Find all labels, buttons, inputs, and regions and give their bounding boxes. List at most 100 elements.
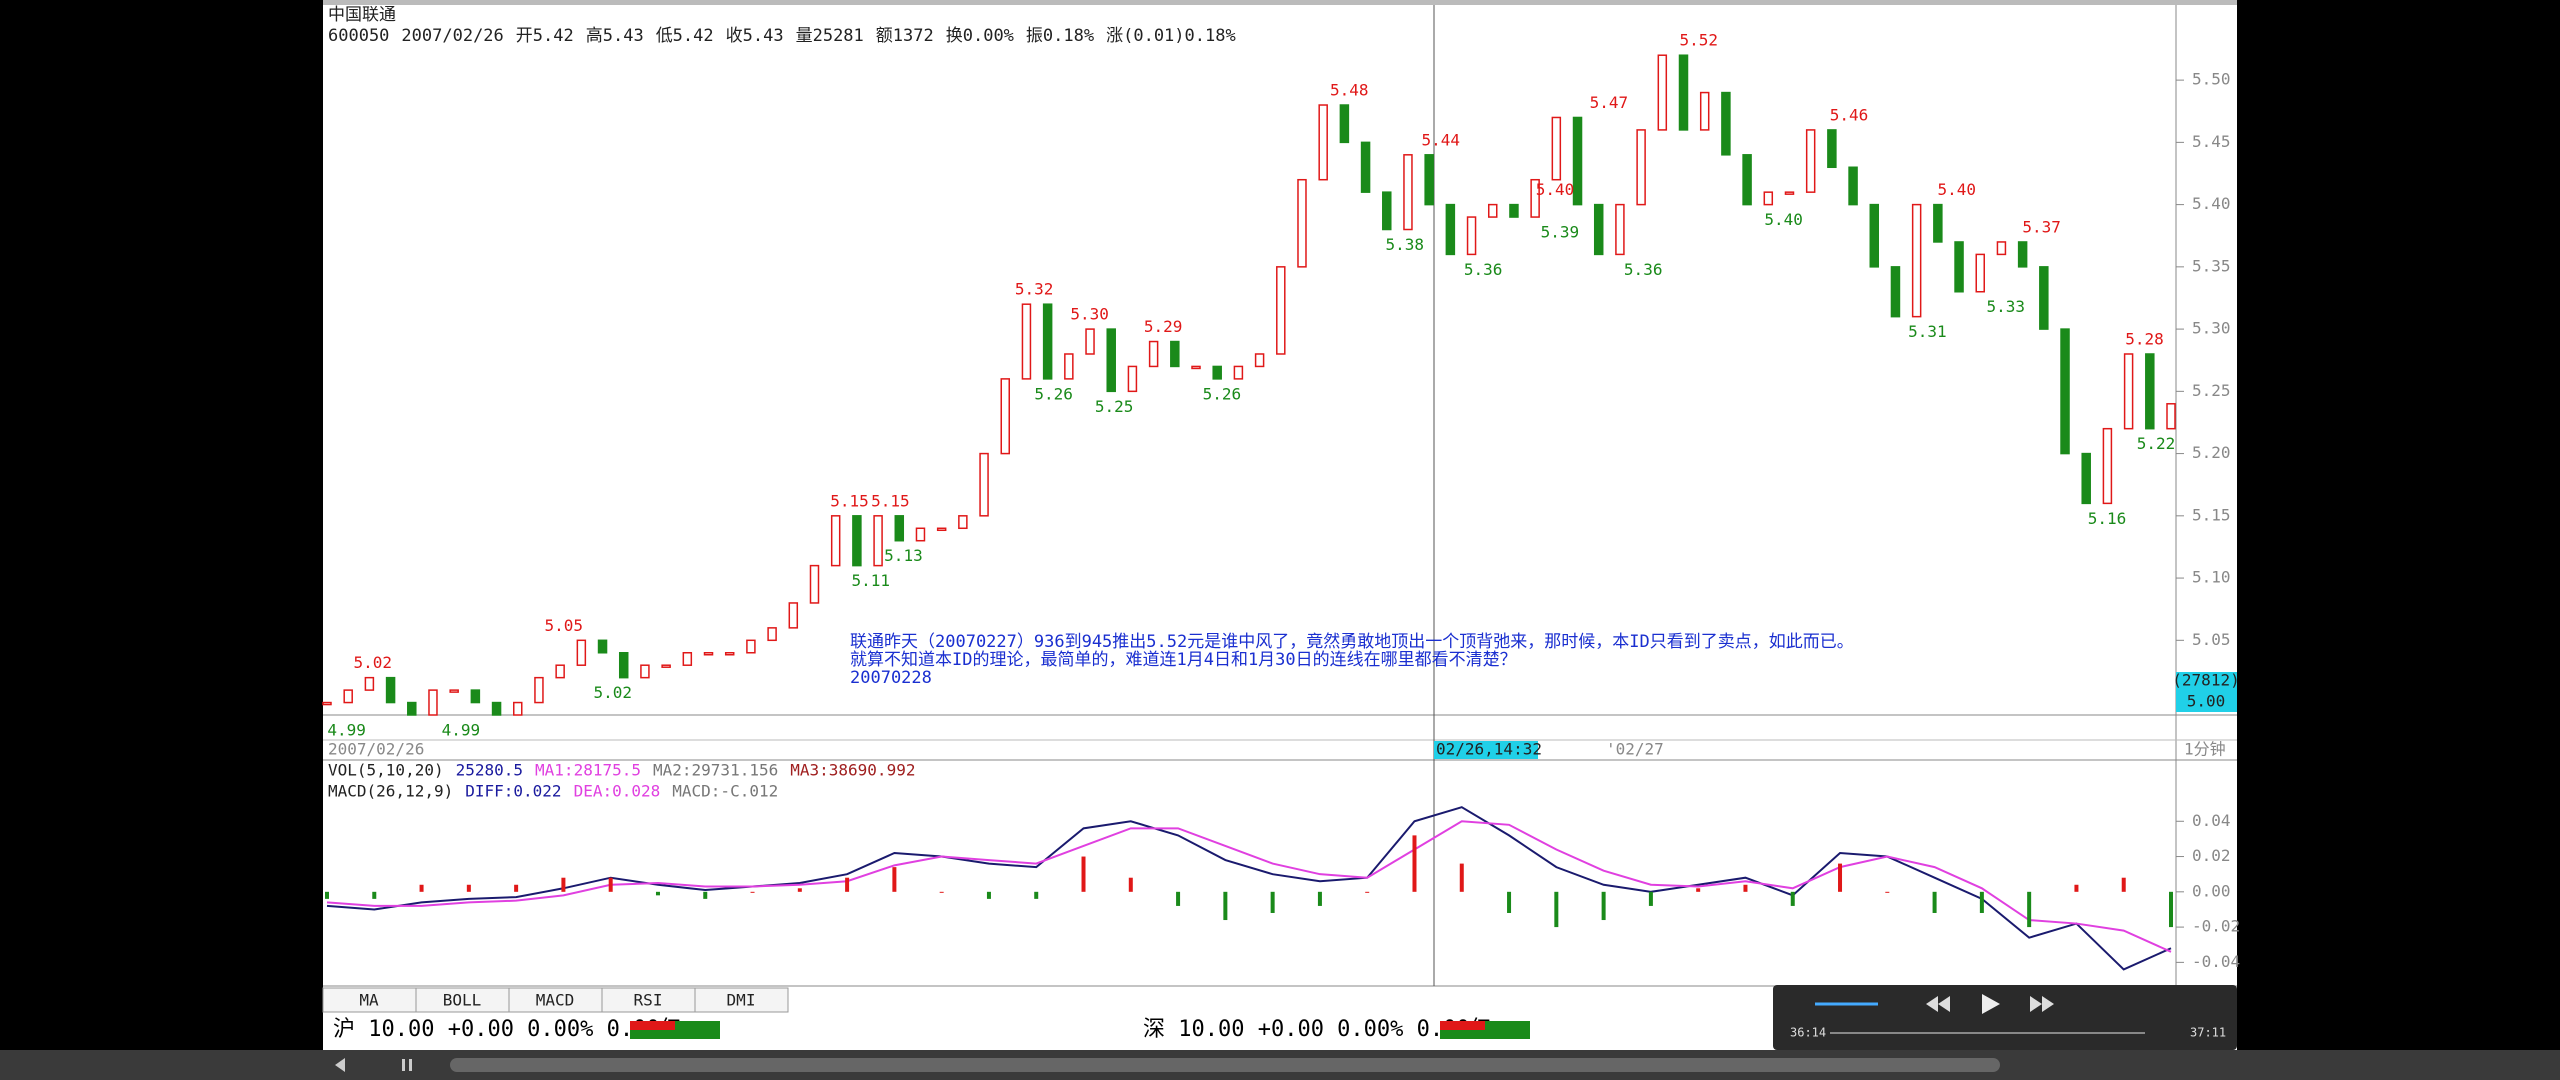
macd-bar	[1317, 891, 1322, 906]
candle	[1763, 191, 1774, 206]
time-cursor: 02/26,14:32	[1436, 740, 1542, 759]
candle	[1827, 129, 1837, 169]
candle	[1148, 340, 1159, 368]
macd-bar	[1743, 884, 1748, 892]
top-bar	[323, 0, 2237, 5]
tab[interactable]	[322, 987, 417, 1013]
candle	[1805, 129, 1816, 193]
row-item: 涨(0.01)0.18%	[1106, 26, 1236, 46]
row-item: MACD:-C.012	[672, 782, 778, 801]
vol-row: VOL(5,10,20) 25280.5 MA1:28175.5 MA2:29731.…	[328, 761, 915, 780]
high-label: 5.52	[1679, 31, 1718, 50]
candle	[1445, 203, 1456, 256]
candle	[1297, 178, 1307, 268]
tab[interactable]	[694, 987, 789, 1013]
candle	[491, 701, 502, 716]
candle	[2017, 241, 2028, 268]
candle	[2102, 427, 2113, 505]
candle	[1466, 216, 1477, 256]
high-label: 5.44	[1421, 130, 1460, 149]
play[interactable]	[1982, 994, 2000, 1014]
macd-bar	[1979, 891, 1984, 913]
stock-title: 中国联通	[328, 5, 396, 25]
y-tick-label: 0.00	[2192, 881, 2231, 900]
row-item: 额1372	[876, 26, 934, 46]
candle	[343, 689, 353, 704]
y-tick-label: 5.25	[2192, 381, 2231, 400]
macd-bar	[1601, 891, 1606, 921]
y-tick-label: -0.02	[2192, 917, 2240, 936]
candle	[1890, 266, 1901, 318]
candle	[830, 515, 841, 567]
elapsed: 36:14	[1790, 1026, 1826, 1040]
row-item: MA3:38690.992	[790, 761, 915, 780]
high-label: 5.02	[353, 653, 392, 672]
candle	[1615, 203, 1625, 256]
candle	[1678, 54, 1689, 131]
candle	[597, 639, 608, 654]
tab[interactable]	[601, 987, 696, 1013]
low-label: 5.11	[852, 571, 891, 590]
macd-bar	[1459, 863, 1464, 892]
macd-line	[326, 820, 2172, 953]
macd-bar	[1365, 891, 1370, 893]
total: 37:11	[2190, 1026, 2226, 1040]
low-label: 5.36	[1464, 260, 1503, 279]
candle	[809, 564, 820, 604]
candle	[1106, 328, 1116, 393]
macd-row: MACD(26,12,9) DIFF:0.022 DEA:0.028 MACD:-C.…	[328, 782, 778, 801]
candle	[915, 527, 926, 542]
row-item: 量25281	[796, 26, 864, 46]
candle	[449, 689, 459, 693]
high-label: 5.47	[1590, 93, 1629, 112]
macd-bar	[750, 891, 755, 893]
app-window	[323, 0, 2237, 1050]
macd-bar	[1648, 891, 1653, 906]
tab[interactable]	[415, 987, 510, 1013]
last-volume: (27812)	[2172, 671, 2239, 690]
sh-index: 沪 10.00 +0.00 0.00% 0.00亿	[333, 1017, 682, 1042]
candle	[894, 515, 905, 542]
candle	[555, 664, 565, 679]
candle	[428, 689, 438, 716]
y-tick-label: 5.10	[2192, 568, 2231, 587]
candle	[1191, 365, 1201, 370]
low-label: 4.99	[442, 721, 481, 740]
high-label: 5.48	[1330, 81, 1369, 100]
last-price: 5.00	[2187, 692, 2226, 711]
prev-button[interactable]	[335, 1058, 345, 1072]
macd-bar	[2169, 891, 2173, 928]
pause-button[interactable]	[402, 1059, 405, 1071]
candle	[661, 664, 671, 668]
forward[interactable]	[2030, 996, 2042, 1012]
forward[interactable]	[2042, 996, 2054, 1012]
pause-button[interactable]	[409, 1059, 412, 1071]
y-tick-label: 5.50	[2192, 70, 2231, 89]
candle	[1721, 91, 1731, 156]
y-tick-label: 5.20	[2192, 443, 2231, 462]
macd-bar	[1838, 863, 1843, 892]
macd-bar	[2121, 877, 2126, 892]
row-item: 25280.5	[456, 761, 523, 780]
annotation-line: 联通昨天（20070227）936到945推出5.52元是谁中风了，竟然勇敢地顶…	[850, 632, 1854, 652]
row-item: 低5.42	[656, 26, 714, 46]
tab-bar: MA BOLL MACD RSI DMI	[322, 987, 789, 1013]
row-item: MACD(26,12,9)	[328, 782, 453, 801]
candle	[1318, 104, 1328, 181]
rewind[interactable]	[1926, 996, 1938, 1012]
macd-bar	[1932, 891, 1937, 913]
candle	[682, 652, 693, 666]
low-label: 5.22	[2137, 434, 2176, 453]
candle	[1593, 203, 1604, 256]
row-item: DIFF:0.022	[465, 782, 561, 801]
rewind[interactable]	[1938, 996, 1950, 1012]
progress-track[interactable]	[450, 1058, 2000, 1072]
high-label: 5.28	[2125, 329, 2164, 348]
candle	[1742, 154, 1752, 206]
sz-index: 深 10.00 +0.00 0.00% 0.00亿	[1143, 1017, 1492, 1042]
tab-label: MA	[359, 991, 379, 1010]
macd-bar	[561, 877, 566, 892]
macd-bar	[1554, 891, 1559, 928]
candle	[1360, 141, 1371, 193]
tab[interactable]	[508, 987, 603, 1013]
